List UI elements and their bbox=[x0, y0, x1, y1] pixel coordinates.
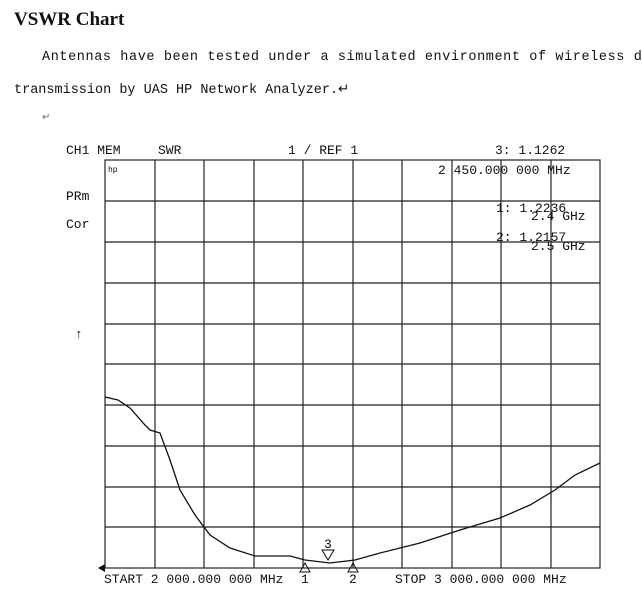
paragraph-line: Antennas have been tested under a simula… bbox=[42, 50, 642, 65]
format: SWR bbox=[158, 143, 182, 158]
logo: hp bbox=[108, 166, 118, 175]
marker-readout: 3: 1.1262 bbox=[495, 143, 565, 158]
stop-freq: STOP 3 000.000 000 MHz bbox=[395, 572, 567, 587]
ref-arrow: ↑ bbox=[75, 327, 83, 342]
grid bbox=[104, 159, 601, 569]
paragraph-line: transmission by UAS HP Network Analyzer.… bbox=[14, 83, 350, 98]
marker-label: 2 bbox=[349, 572, 357, 587]
marker-freq: 2 450.000 000 MHz bbox=[438, 163, 571, 178]
start-freq: START 2 000.000 000 MHz bbox=[104, 572, 283, 587]
marker-value: 2: 1.2157 bbox=[496, 230, 566, 245]
marker-label: 3 bbox=[324, 537, 332, 552]
blank-mark: ↵ bbox=[42, 113, 51, 124]
marker-freq: 2.4 GHz bbox=[531, 209, 586, 224]
trace bbox=[104, 396, 601, 564]
status: Cor bbox=[66, 217, 89, 232]
title: VSWR Chart bbox=[14, 9, 125, 30]
marker-label: 1 bbox=[301, 572, 309, 587]
active-marker bbox=[321, 549, 335, 561]
status: PRm bbox=[66, 189, 90, 204]
marker-triangles bbox=[299, 561, 359, 573]
channel: CH1 MEM bbox=[66, 143, 121, 158]
marker-value: 1: 1.2236 bbox=[496, 201, 566, 216]
scale: 1 / REF 1 bbox=[288, 143, 358, 158]
marker-freq: 2.5 GHz bbox=[531, 239, 586, 254]
ref-marker bbox=[98, 564, 105, 572]
